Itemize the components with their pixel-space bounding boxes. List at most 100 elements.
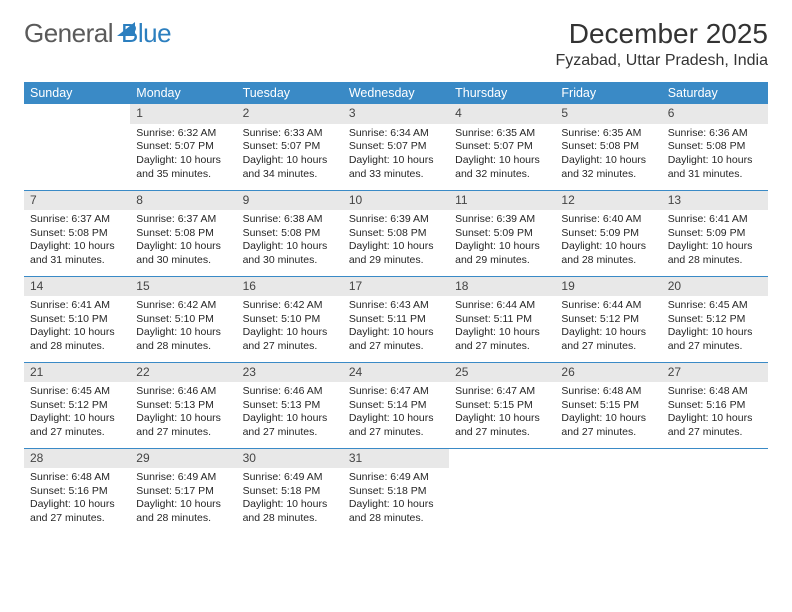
calendar-cell: 28Sunrise: 6:48 AMSunset: 5:16 PMDayligh… xyxy=(24,448,130,534)
sunrise-line: Sunrise: 6:42 AM xyxy=(243,299,337,313)
daylight-line: Daylight: 10 hours and 32 minutes. xyxy=(561,154,655,181)
cell-body: Sunrise: 6:46 AMSunset: 5:13 PMDaylight:… xyxy=(237,382,343,444)
calendar-cell: 10Sunrise: 6:39 AMSunset: 5:08 PMDayligh… xyxy=(343,190,449,276)
sunset-line: Sunset: 5:12 PM xyxy=(561,313,655,327)
daylight-line: Daylight: 10 hours and 34 minutes. xyxy=(243,154,337,181)
cell-body: Sunrise: 6:49 AMSunset: 5:18 PMDaylight:… xyxy=(343,468,449,530)
daylight-line: Daylight: 10 hours and 28 minutes. xyxy=(668,240,762,267)
calendar-cell: 16Sunrise: 6:42 AMSunset: 5:10 PMDayligh… xyxy=(237,276,343,362)
calendar-cell: 24Sunrise: 6:47 AMSunset: 5:14 PMDayligh… xyxy=(343,362,449,448)
cell-body: Sunrise: 6:46 AMSunset: 5:13 PMDaylight:… xyxy=(130,382,236,444)
calendar-cell: 8Sunrise: 6:37 AMSunset: 5:08 PMDaylight… xyxy=(130,190,236,276)
sunrise-line: Sunrise: 6:48 AM xyxy=(30,471,124,485)
daylight-line: Daylight: 10 hours and 28 minutes. xyxy=(30,326,124,353)
cell-body: Sunrise: 6:45 AMSunset: 5:12 PMDaylight:… xyxy=(662,296,768,358)
daylight-line: Daylight: 10 hours and 28 minutes. xyxy=(243,498,337,525)
calendar-cell xyxy=(449,448,555,534)
sunrise-line: Sunrise: 6:43 AM xyxy=(349,299,443,313)
calendar-cell: 30Sunrise: 6:49 AMSunset: 5:18 PMDayligh… xyxy=(237,448,343,534)
cell-body: Sunrise: 6:35 AMSunset: 5:07 PMDaylight:… xyxy=(449,124,555,186)
calendar-cell xyxy=(24,104,130,190)
calendar-cell: 15Sunrise: 6:42 AMSunset: 5:10 PMDayligh… xyxy=(130,276,236,362)
sunrise-line: Sunrise: 6:47 AM xyxy=(349,385,443,399)
sunrise-line: Sunrise: 6:45 AM xyxy=(30,385,124,399)
weekday-monday: Monday xyxy=(130,82,236,104)
sunrise-line: Sunrise: 6:49 AM xyxy=(243,471,337,485)
day-number: 22 xyxy=(130,363,236,383)
daylight-line: Daylight: 10 hours and 33 minutes. xyxy=(349,154,443,181)
day-number: 14 xyxy=(24,277,130,297)
sunset-line: Sunset: 5:18 PM xyxy=(349,485,443,499)
calendar-cell: 29Sunrise: 6:49 AMSunset: 5:17 PMDayligh… xyxy=(130,448,236,534)
sunset-line: Sunset: 5:13 PM xyxy=(136,399,230,413)
sunset-line: Sunset: 5:15 PM xyxy=(561,399,655,413)
calendar-row: 1Sunrise: 6:32 AMSunset: 5:07 PMDaylight… xyxy=(24,104,768,190)
weekday-header-row: SundayMondayTuesdayWednesdayThursdayFrid… xyxy=(24,82,768,104)
daylight-line: Daylight: 10 hours and 29 minutes. xyxy=(349,240,443,267)
sunrise-line: Sunrise: 6:49 AM xyxy=(349,471,443,485)
day-number: 26 xyxy=(555,363,661,383)
sunrise-line: Sunrise: 6:36 AM xyxy=(668,127,762,141)
weekday-sunday: Sunday xyxy=(24,82,130,104)
calendar-cell: 17Sunrise: 6:43 AMSunset: 5:11 PMDayligh… xyxy=(343,276,449,362)
sunset-line: Sunset: 5:10 PM xyxy=(30,313,124,327)
day-number: 24 xyxy=(343,363,449,383)
header: General Blue December 2025 Fyzabad, Utta… xyxy=(24,18,768,70)
calendar-cell: 21Sunrise: 6:45 AMSunset: 5:12 PMDayligh… xyxy=(24,362,130,448)
cell-body: Sunrise: 6:34 AMSunset: 5:07 PMDaylight:… xyxy=(343,124,449,186)
brand-part2: Blue xyxy=(121,18,171,49)
calendar-cell: 27Sunrise: 6:48 AMSunset: 5:16 PMDayligh… xyxy=(662,362,768,448)
sunrise-line: Sunrise: 6:34 AM xyxy=(349,127,443,141)
day-number: 10 xyxy=(343,191,449,211)
calendar-row: 7Sunrise: 6:37 AMSunset: 5:08 PMDaylight… xyxy=(24,190,768,276)
daylight-line: Daylight: 10 hours and 27 minutes. xyxy=(455,326,549,353)
day-number: 27 xyxy=(662,363,768,383)
calendar-body: 1Sunrise: 6:32 AMSunset: 5:07 PMDaylight… xyxy=(24,104,768,534)
daylight-line: Daylight: 10 hours and 27 minutes. xyxy=(243,412,337,439)
calendar-cell: 19Sunrise: 6:44 AMSunset: 5:12 PMDayligh… xyxy=(555,276,661,362)
sunset-line: Sunset: 5:13 PM xyxy=(243,399,337,413)
sunset-line: Sunset: 5:09 PM xyxy=(668,227,762,241)
calendar-cell: 7Sunrise: 6:37 AMSunset: 5:08 PMDaylight… xyxy=(24,190,130,276)
sunrise-line: Sunrise: 6:46 AM xyxy=(136,385,230,399)
cell-body: Sunrise: 6:43 AMSunset: 5:11 PMDaylight:… xyxy=(343,296,449,358)
weekday-wednesday: Wednesday xyxy=(343,82,449,104)
day-number: 20 xyxy=(662,277,768,297)
sunrise-line: Sunrise: 6:44 AM xyxy=(561,299,655,313)
sunset-line: Sunset: 5:16 PM xyxy=(30,485,124,499)
sunset-line: Sunset: 5:10 PM xyxy=(136,313,230,327)
sunrise-line: Sunrise: 6:38 AM xyxy=(243,213,337,227)
day-number: 6 xyxy=(662,104,768,124)
calendar-cell: 2Sunrise: 6:33 AMSunset: 5:07 PMDaylight… xyxy=(237,104,343,190)
cell-body: Sunrise: 6:39 AMSunset: 5:09 PMDaylight:… xyxy=(449,210,555,272)
cell-body: Sunrise: 6:49 AMSunset: 5:17 PMDaylight:… xyxy=(130,468,236,530)
calendar-cell: 1Sunrise: 6:32 AMSunset: 5:07 PMDaylight… xyxy=(130,104,236,190)
sunset-line: Sunset: 5:16 PM xyxy=(668,399,762,413)
daylight-line: Daylight: 10 hours and 28 minutes. xyxy=(349,498,443,525)
calendar-cell: 9Sunrise: 6:38 AMSunset: 5:08 PMDaylight… xyxy=(237,190,343,276)
cell-body: Sunrise: 6:35 AMSunset: 5:08 PMDaylight:… xyxy=(555,124,661,186)
day-number-empty xyxy=(555,449,661,469)
sunrise-line: Sunrise: 6:41 AM xyxy=(30,299,124,313)
title-block: December 2025 Fyzabad, Uttar Pradesh, In… xyxy=(555,18,768,70)
cell-body: Sunrise: 6:41 AMSunset: 5:10 PMDaylight:… xyxy=(24,296,130,358)
sunset-line: Sunset: 5:17 PM xyxy=(136,485,230,499)
day-number: 29 xyxy=(130,449,236,469)
daylight-line: Daylight: 10 hours and 30 minutes. xyxy=(136,240,230,267)
weekday-saturday: Saturday xyxy=(662,82,768,104)
sunrise-line: Sunrise: 6:44 AM xyxy=(455,299,549,313)
sunrise-line: Sunrise: 6:46 AM xyxy=(243,385,337,399)
daylight-line: Daylight: 10 hours and 27 minutes. xyxy=(561,412,655,439)
calendar-cell: 12Sunrise: 6:40 AMSunset: 5:09 PMDayligh… xyxy=(555,190,661,276)
day-number: 25 xyxy=(449,363,555,383)
cell-body: Sunrise: 6:44 AMSunset: 5:12 PMDaylight:… xyxy=(555,296,661,358)
day-number: 3 xyxy=(343,104,449,124)
daylight-line: Daylight: 10 hours and 27 minutes. xyxy=(668,412,762,439)
daylight-line: Daylight: 10 hours and 31 minutes. xyxy=(30,240,124,267)
daylight-line: Daylight: 10 hours and 27 minutes. xyxy=(30,412,124,439)
sunset-line: Sunset: 5:08 PM xyxy=(668,140,762,154)
calendar-cell: 25Sunrise: 6:47 AMSunset: 5:15 PMDayligh… xyxy=(449,362,555,448)
day-number: 1 xyxy=(130,104,236,124)
sunrise-line: Sunrise: 6:41 AM xyxy=(668,213,762,227)
sunrise-line: Sunrise: 6:37 AM xyxy=(136,213,230,227)
